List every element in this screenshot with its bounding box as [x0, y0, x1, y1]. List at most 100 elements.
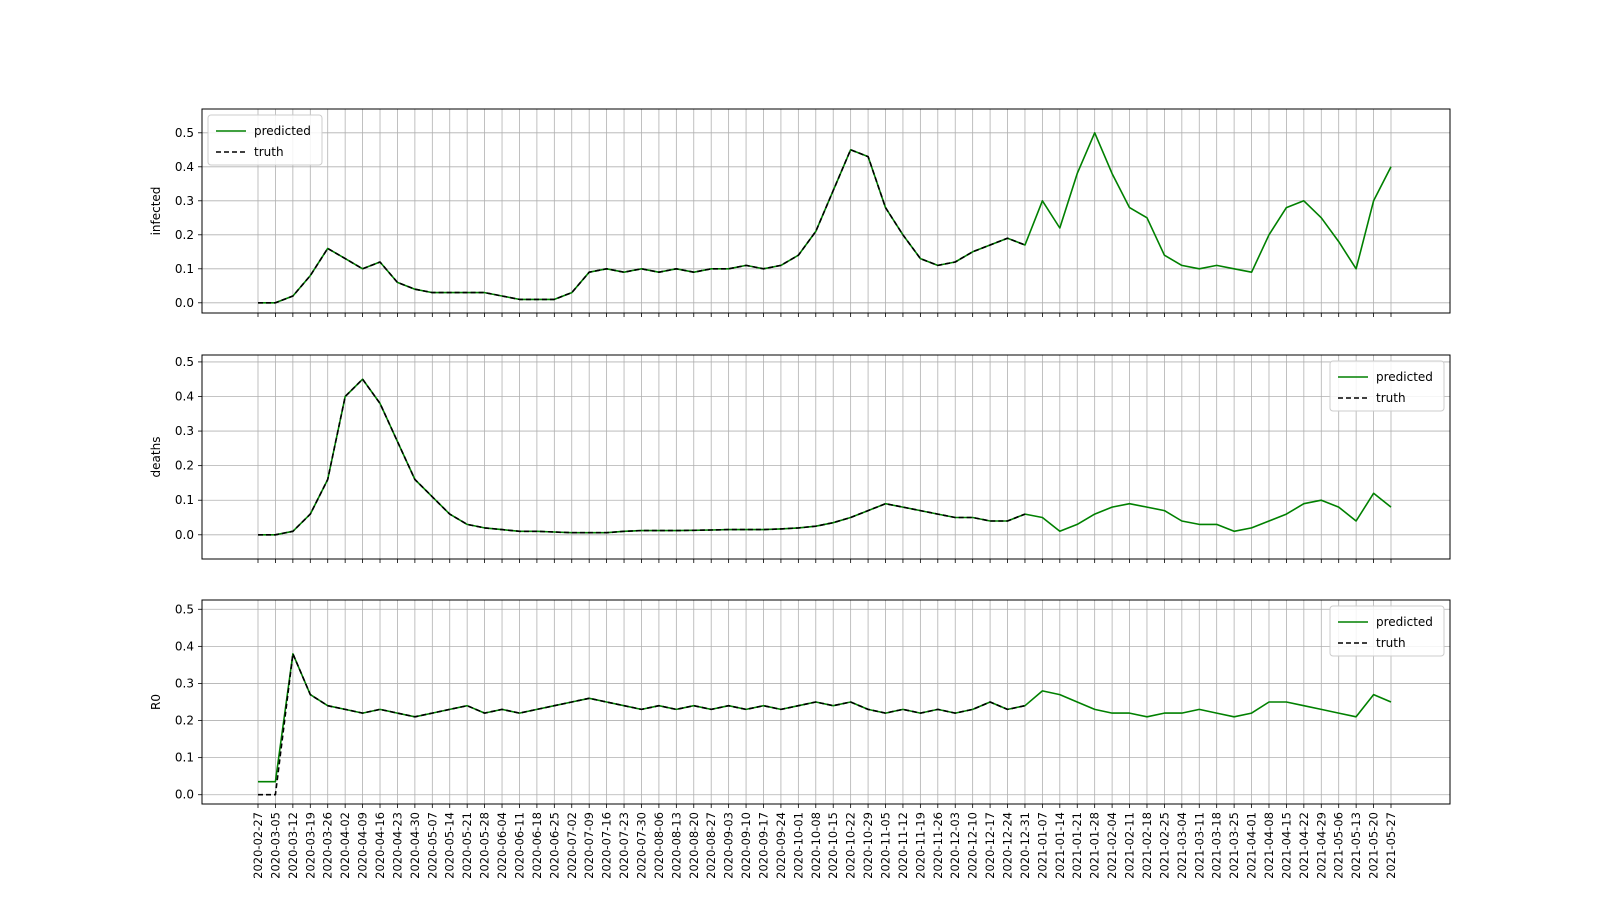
x-tick-label: 2020-10-01	[791, 812, 805, 879]
y-tick-label: 0.2	[175, 459, 194, 473]
x-tick-label: 2020-12-17	[983, 812, 997, 879]
x-tick-label: 2020-03-26	[321, 812, 335, 879]
legend-label: truth	[1376, 636, 1406, 650]
axes-frame	[201, 354, 1451, 560]
y-tick-label: 0.4	[175, 160, 194, 174]
x-tick-label: 2020-11-05	[879, 812, 893, 879]
y-tick-label: 0.5	[175, 126, 194, 140]
series-line-truth	[258, 378, 1026, 536]
x-tick-label: 2021-03-11	[1192, 812, 1206, 879]
x-tick-label: 2020-07-23	[617, 812, 631, 879]
x-tick-label: 2020-05-07	[425, 812, 439, 879]
legend: predicted truth	[1329, 360, 1445, 412]
x-tick-label: 2021-01-14	[1053, 812, 1067, 879]
y-tick-label: 0.1	[175, 262, 194, 276]
x-tick-label: 2020-10-29	[861, 812, 875, 879]
x-tick-label: 2021-01-21	[1070, 812, 1084, 879]
series-line-predicted	[258, 652, 1392, 783]
y-tick-label: 0.0	[175, 528, 194, 542]
x-tick-label: 2021-04-01	[1245, 812, 1259, 879]
x-tick-label: 2020-10-08	[809, 812, 823, 879]
x-tick-label: 2020-09-24	[774, 812, 788, 879]
x-tick-label: 2021-01-07	[1035, 812, 1049, 879]
x-tick-label: 2020-05-21	[460, 812, 474, 879]
y-tick-label: 0.5	[175, 355, 194, 369]
panel-deaths: 0.0 0.1 0.2 0.3 0.4 0.5 deaths predicted truth	[149, 354, 1451, 563]
x-tick-label: 2020-09-10	[739, 812, 753, 879]
x-tick-label: 2021-01-28	[1088, 812, 1102, 879]
y-tick-label: 0.5	[175, 602, 194, 616]
x-tick-label: 2020-11-19	[913, 812, 927, 879]
x-tick-label: 2020-03-05	[268, 812, 282, 879]
y-tick-label: 0.1	[175, 751, 194, 765]
series-line-predicted	[258, 132, 1392, 304]
x-tick-label: 2021-05-27	[1384, 812, 1398, 879]
y-tick-label: 0.1	[175, 493, 194, 507]
x-tick-label: 2020-08-06	[652, 812, 666, 879]
x-tick-label: 2020-06-18	[530, 812, 544, 879]
y-axis-label: infected	[149, 187, 163, 236]
x-tick-label: 2020-04-09	[356, 812, 370, 879]
x-tick-label: 2021-05-20	[1367, 812, 1381, 879]
x-tick-label: 2020-07-30	[634, 812, 648, 879]
y-tick-label: 0.3	[175, 194, 194, 208]
x-tick-label: 2020-12-31	[1018, 812, 1032, 879]
x-tick-label: 2021-03-18	[1210, 812, 1224, 879]
x-tick-labels: 2020-02-27 2020-03-05 2020-03-12 2020-03-19…	[251, 812, 1398, 879]
x-tick-label: 2020-12-24	[1001, 812, 1015, 879]
y-tick-label: 0.0	[175, 788, 194, 802]
x-tick-label: 2021-05-13	[1349, 812, 1363, 879]
x-tick-label: 2020-11-26	[931, 812, 945, 879]
x-tick-label: 2021-02-25	[1157, 812, 1171, 879]
x-tick-label: 2020-07-09	[582, 812, 596, 879]
x-tick-label: 2021-02-04	[1105, 812, 1119, 879]
y-tick-label: 0.4	[175, 639, 194, 653]
y-tick-label: 0.0	[175, 296, 194, 310]
series-line-truth	[258, 149, 1026, 304]
x-tick-label: 2020-02-27	[251, 812, 265, 879]
x-tick-label: 2020-03-19	[303, 812, 317, 879]
x-tick-label: 2020-12-03	[948, 812, 962, 879]
x-tick-label: 2021-04-22	[1297, 812, 1311, 879]
x-tick-label: 2020-07-16	[600, 812, 614, 879]
x-tick-label: 2021-02-18	[1140, 812, 1154, 879]
x-tick-label: 2020-10-15	[826, 812, 840, 879]
x-tick-label: 2021-03-04	[1175, 812, 1189, 879]
x-tick-label: 2020-04-16	[373, 812, 387, 879]
axes-frame	[201, 599, 1451, 805]
x-tick-label: 2021-04-08	[1262, 812, 1276, 879]
legend-label: truth	[254, 145, 284, 159]
legend-label: predicted	[254, 124, 311, 138]
x-tick-label: 2020-09-03	[722, 812, 736, 879]
x-tick-label: 2020-05-28	[478, 812, 492, 879]
panel-R0: 0.0 0.1 0.2 0.3 0.4 0.5 R0 predicted truth	[149, 599, 1451, 808]
x-tick-label: 2020-08-27	[704, 812, 718, 879]
x-tick-label: 2020-06-11	[512, 812, 526, 879]
series-line-predicted	[258, 378, 1392, 536]
series-line-truth	[258, 652, 1026, 796]
x-tick-label: 2020-06-25	[547, 812, 561, 879]
x-tick-label: 2021-02-11	[1123, 812, 1137, 879]
y-tick-label: 0.3	[175, 676, 194, 690]
y-tick-label: 0.2	[175, 714, 194, 728]
y-axis-label: R0	[149, 694, 163, 710]
x-tick-label: 2020-03-12	[286, 812, 300, 879]
x-tick-label: 2020-09-17	[756, 812, 770, 879]
x-tick-label: 2020-11-12	[896, 812, 910, 879]
legend-label: predicted	[1376, 370, 1433, 384]
x-tick-label: 2020-08-20	[687, 812, 701, 879]
x-tick-label: 2020-12-10	[966, 812, 980, 879]
legend: predicted truth	[1329, 605, 1445, 657]
axes-frame	[201, 108, 1451, 314]
x-tick-label: 2020-07-02	[565, 812, 579, 879]
legend-label: predicted	[1376, 615, 1433, 629]
x-tick-label: 2021-03-25	[1227, 812, 1241, 879]
x-tick-label: 2020-08-13	[669, 812, 683, 879]
x-tick-label: 2020-05-14	[443, 812, 457, 879]
y-axis-label: deaths	[149, 437, 163, 478]
x-tick-label: 2021-05-06	[1332, 812, 1346, 879]
x-tick-label: 2020-04-30	[408, 812, 422, 879]
panel-infected: 0.0 0.1 0.2 0.3 0.4 0.5 infected predicted truth	[149, 108, 1451, 317]
legend-label: truth	[1376, 391, 1406, 405]
